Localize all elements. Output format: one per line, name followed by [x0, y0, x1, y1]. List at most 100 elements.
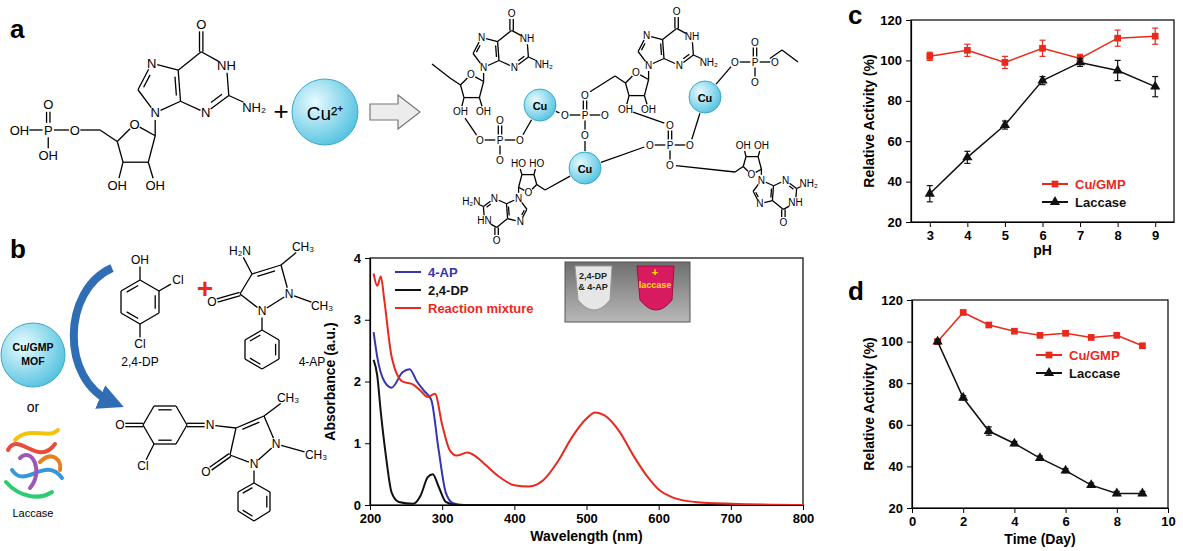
atom-label: OH: [618, 104, 633, 115]
bond: [683, 55, 693, 63]
bond: [499, 200, 507, 204]
bond: [462, 98, 464, 107]
atom-label: O: [43, 97, 53, 112]
bond: [254, 483, 270, 492]
atom-label: O: [646, 140, 654, 151]
bond: [461, 85, 465, 98]
error-bar: [1002, 56, 1008, 68]
error-bar-line: [1002, 56, 1008, 57]
bond: [139, 324, 140, 337]
bond: [275, 344, 276, 356]
plus-sign: +: [273, 96, 288, 126]
tick: 3: [927, 222, 934, 243]
tick: 100: [881, 334, 912, 349]
tick-label: 4: [354, 251, 362, 266]
tick-mark: [587, 505, 588, 510]
legend-marker: [1044, 367, 1054, 376]
atom-label: N: [645, 60, 652, 71]
error-bar: [1040, 40, 1046, 56]
series-line: [374, 360, 803, 505]
bond: [772, 201, 783, 210]
bond: [138, 90, 151, 108]
bond: [154, 443, 176, 444]
bond: [178, 70, 180, 101]
error-bar-line: [1152, 44, 1158, 45]
tick-label: 3: [927, 228, 934, 243]
panel-b-scheme: Cu/GMPMOForLaccaseOHClCl2,4-DP+NNH₂NCH₃O…: [1, 240, 333, 521]
tick-label: 4: [1011, 514, 1019, 529]
tick: 7: [1077, 222, 1084, 243]
bond: [294, 296, 311, 302]
tick-mark: [1080, 222, 1081, 227]
marker: [1062, 330, 1069, 337]
bond: [148, 162, 153, 178]
plot-frame: [912, 300, 1168, 508]
atom-label: O: [201, 465, 210, 479]
bond: [584, 121, 585, 130]
panel-label: b: [10, 234, 26, 264]
tick-label: 10: [1161, 514, 1175, 529]
bond: [257, 271, 275, 276]
tick: 200: [360, 505, 382, 526]
tick-mark: [906, 182, 911, 183]
bond: [651, 37, 663, 40]
tick: 8: [1114, 508, 1121, 529]
bond: [264, 403, 281, 416]
annotation: laccase: [639, 280, 672, 290]
atom-label: O: [673, 6, 681, 17]
bond: [498, 42, 499, 61]
atom-label: N: [206, 418, 215, 432]
bond: [230, 428, 236, 455]
tick-label: 5: [1002, 228, 1009, 243]
legend-marker: [1052, 181, 1059, 188]
bond: [479, 82, 483, 98]
bond: [181, 101, 201, 110]
atom-label: N: [676, 60, 683, 71]
atom-label: HO: [529, 158, 544, 169]
atom-label: N: [517, 216, 524, 227]
bond: [669, 151, 670, 160]
bond: [774, 182, 782, 186]
atom-label: CH₃: [311, 299, 333, 313]
atom-label: P: [44, 123, 53, 138]
cu-center: [524, 89, 556, 121]
atom-label: O: [207, 295, 216, 309]
bond: [450, 78, 461, 85]
error-bar-line: [1040, 84, 1046, 85]
axis-line: [912, 301, 913, 509]
tick-label: 120: [881, 293, 903, 308]
atom-label: O: [196, 17, 206, 32]
tick-label: 60: [889, 417, 903, 432]
marker: [933, 336, 943, 345]
bond: [161, 101, 181, 110]
bond: [54, 129, 69, 130]
marker: [1150, 81, 1160, 90]
atom-label: NH₂: [700, 57, 718, 68]
x-axis: 3456789: [912, 222, 1175, 243]
marker: [984, 425, 994, 434]
bond: [157, 65, 178, 70]
tick: 6: [1062, 508, 1069, 529]
atom-label: P: [667, 140, 674, 151]
tick-label: 80: [889, 376, 903, 391]
bond: [250, 335, 260, 341]
tick: 120: [880, 13, 911, 28]
atom-label: Cl: [137, 459, 148, 473]
bond: [663, 40, 664, 59]
tick: 4: [964, 222, 972, 243]
bond: [476, 45, 480, 52]
atom-label: O: [115, 418, 124, 432]
bond: [586, 101, 587, 110]
marker: [1137, 488, 1147, 497]
error-bar-line: [1115, 30, 1121, 31]
marker: [962, 151, 972, 160]
tick-label: 9: [1152, 228, 1159, 243]
panel-label: d: [848, 276, 864, 306]
bond: [494, 227, 495, 235]
axis-line: [370, 259, 371, 506]
tick-mark: [365, 505, 370, 506]
bond: [281, 253, 296, 265]
bond: [49, 112, 50, 123]
atom-label: N: [272, 437, 281, 451]
marker: [1009, 438, 1019, 447]
